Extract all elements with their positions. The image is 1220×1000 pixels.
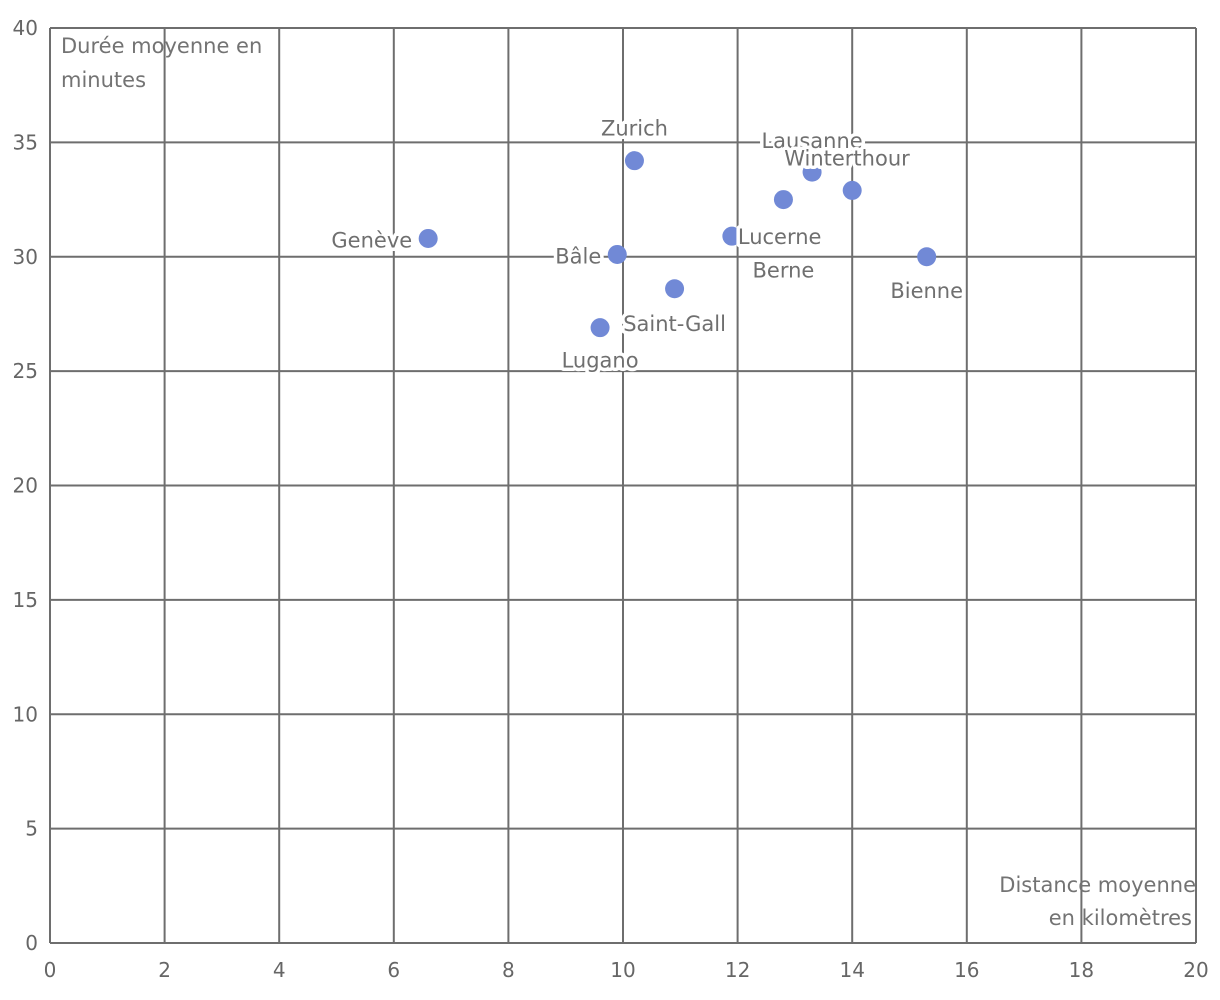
point-label: Bâle — [555, 244, 601, 268]
point-label: Lausanne — [761, 129, 862, 153]
axes — [49, 28, 1196, 944]
point-label: Winterthour — [784, 146, 910, 170]
point-labels: Genève Zurich Bâle Saint-Gall Lugano Lucerne B… — [328, 113, 967, 376]
x-tick-label: 14 — [839, 958, 864, 982]
axis-titles: Durée moyenne en minutes Distance moyenn… — [61, 34, 1196, 930]
data-points — [418, 151, 937, 338]
point-label: Zurich — [601, 117, 668, 141]
x-tick-label: 10 — [610, 958, 635, 982]
data-point — [802, 162, 822, 182]
data-point — [917, 247, 937, 267]
x-axis-title-line-1: Distance moyenne — [999, 873, 1196, 897]
y-tick-label: 20 — [13, 474, 38, 498]
y-tick-label: 10 — [13, 702, 38, 726]
data-point — [773, 190, 793, 210]
data-point — [624, 151, 644, 171]
y-tick-label: 5 — [25, 817, 38, 841]
x-tick-label: 8 — [502, 958, 515, 982]
tick-labels: 0 2 4 6 8 10 12 14 16 18 20 0 5 10 15 20 25 30 35 40 — [13, 16, 1209, 982]
x-tick-label: 2 — [158, 958, 171, 982]
y-axis-title-line-2: minutes — [61, 68, 146, 92]
point-label: Berne — [753, 259, 815, 283]
data-point — [665, 279, 685, 299]
x-tick-label: 18 — [1069, 958, 1094, 982]
x-tick-label: 0 — [44, 958, 57, 982]
data-point — [590, 318, 610, 338]
data-point — [842, 180, 862, 200]
y-tick-label: 35 — [13, 130, 38, 154]
x-axis-title-line-2: en kilomètres — [1049, 906, 1192, 930]
y-tick-label: 0 — [25, 931, 38, 955]
grid-lines — [50, 27, 1197, 943]
data-point — [722, 226, 742, 246]
x-tick-label: 20 — [1183, 958, 1208, 982]
x-tick-label: 16 — [954, 958, 979, 982]
y-tick-label: 25 — [13, 359, 38, 383]
data-point — [418, 228, 438, 248]
y-tick-label: 15 — [13, 588, 38, 612]
y-tick-label: 30 — [13, 245, 38, 269]
point-label: Saint-Gall — [623, 312, 726, 336]
data-point — [607, 244, 627, 264]
point-label: Bienne — [890, 279, 963, 303]
y-axis-title-line-1: Durée moyenne en — [61, 34, 262, 58]
x-tick-label: 4 — [273, 958, 286, 982]
point-label: Genève — [331, 228, 412, 252]
point-label: Lucerne — [738, 225, 822, 249]
point-label: Lugano — [562, 349, 639, 373]
y-tick-label: 40 — [13, 16, 38, 40]
x-tick-label: 6 — [387, 958, 400, 982]
x-tick-label: 12 — [725, 958, 750, 982]
